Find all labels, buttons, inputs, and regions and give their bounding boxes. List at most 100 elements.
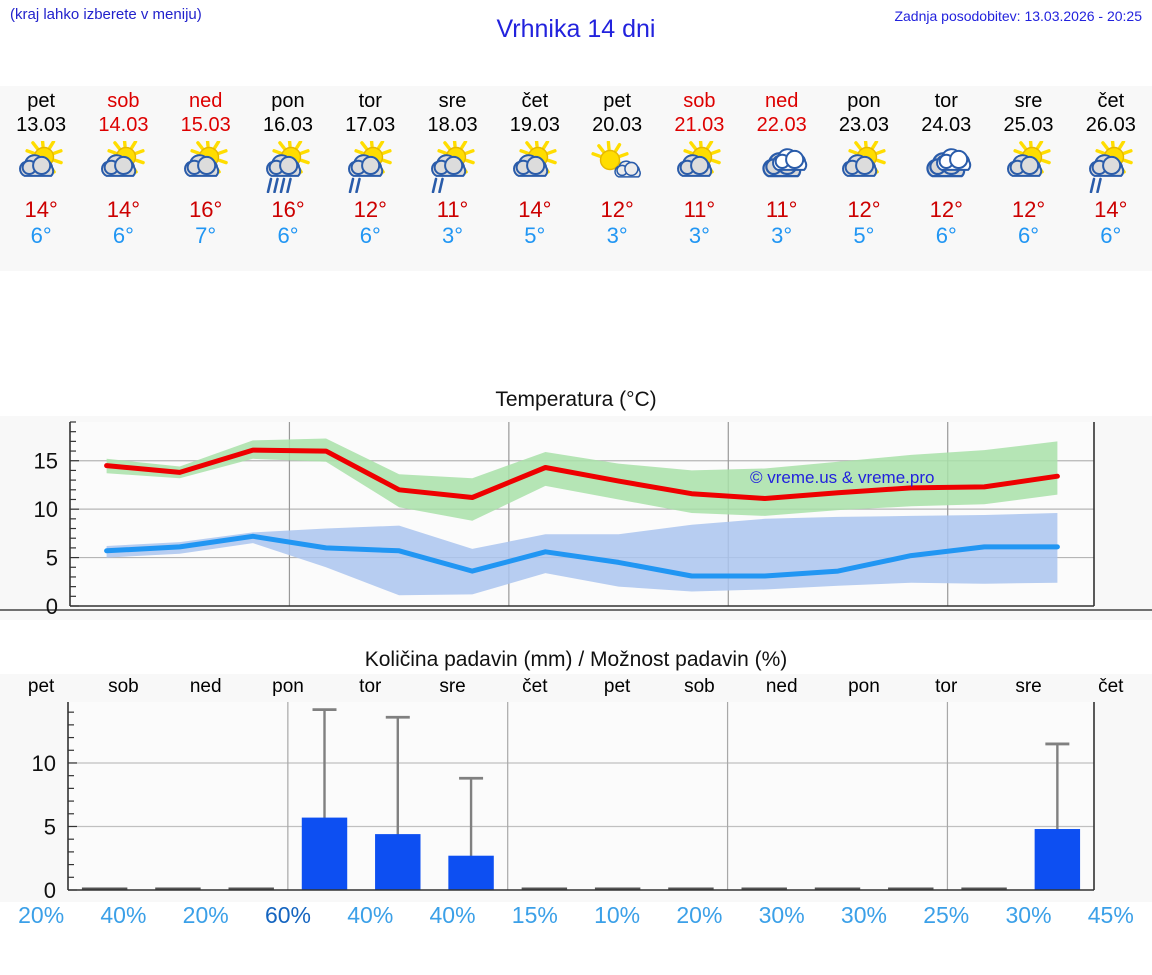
page-title: Vrhnika 14 dni: [496, 15, 656, 43]
day-date: 25.03: [1003, 114, 1054, 136]
svg-text:5: 5: [44, 814, 56, 839]
day-column[interactable]: sre 18.03 11° 3°: [411, 86, 493, 271]
day-name: sre: [1014, 90, 1043, 112]
daily-forecast-strip: pet 13.03 14° 6° sob 14.03 14° 6° ned 15.0…: [0, 86, 1152, 271]
partly-cloudy-icon: [658, 137, 740, 197]
precipitation-day-label: sob: [684, 676, 715, 697]
precipitation-chart-title: Količina padavin (mm) / Možnost padavin …: [364, 648, 788, 671]
day-column[interactable]: čet 26.03 14° 6°: [1070, 86, 1152, 271]
day-name: pon: [271, 90, 305, 112]
day-column[interactable]: sre 25.03 12° 6°: [987, 86, 1069, 271]
precipitation-probability-label: 20%: [676, 902, 723, 928]
day-min-temp: 6°: [277, 223, 299, 248]
precipitation-day-label: ned: [765, 676, 798, 697]
precipitation-probability-label: 30%: [758, 902, 805, 928]
day-min-temp: 5°: [853, 223, 875, 248]
day-date: 16.03: [262, 114, 314, 136]
page-header: (kraj lahko izberete v meniju) Vrhnika 1…: [0, 0, 1152, 60]
day-column[interactable]: pet 13.03 14° 6°: [0, 86, 82, 271]
day-date: 15.03: [180, 114, 231, 136]
temperature-chart-panel: 0 5 10 15: [0, 416, 1152, 620]
day-max-temp: 16°: [189, 197, 223, 222]
partly-cloudy-icon: [494, 137, 576, 197]
day-column[interactable]: pon 16.03 16° 6°: [247, 86, 329, 271]
day-max-temp: 14°: [518, 197, 552, 222]
day-column[interactable]: tor 24.03 12° 6°: [905, 86, 987, 271]
day-date: 26.03: [1085, 114, 1136, 136]
day-name: pon: [847, 90, 881, 112]
day-date: 21.03: [674, 114, 725, 136]
partly-cloudy-rain-icon: [1070, 137, 1152, 197]
partly-cloudy-icon: [165, 137, 247, 197]
day-max-temp: 11°: [765, 197, 798, 222]
day-name: ned: [764, 90, 799, 112]
day-column[interactable]: pet 20.03 12° 3°: [576, 86, 658, 271]
partly-cloudy-rain-icon: [247, 137, 329, 197]
day-max-temp: 14°: [1094, 197, 1128, 222]
day-date: 20.03: [592, 114, 643, 136]
precipitation-probability-label: 30%: [1005, 902, 1052, 928]
menu-hint-text: (kraj lahko izberete v meniju): [10, 6, 202, 23]
day-min-temp: 3°: [688, 223, 710, 248]
day-name: čet: [521, 90, 549, 112]
precipitation-probability-label: 15%: [511, 902, 558, 928]
day-column[interactable]: čet 19.03 14° 5°: [494, 86, 576, 271]
day-max-temp: 11°: [683, 197, 716, 222]
day-name: tor: [934, 90, 958, 112]
day-max-temp: 12°: [353, 197, 387, 222]
precipitation-chart-panel: pet sob ned pon tor sre čet pet sob ned pon tor sre č…: [0, 674, 1152, 902]
partly-cloudy-icon: [987, 137, 1069, 197]
day-column[interactable]: sob 21.03 11° 3°: [658, 86, 740, 271]
day-column[interactable]: pon 23.03 12° 5°: [823, 86, 905, 271]
day-min-temp: 6°: [30, 223, 52, 248]
partly-cloudy-icon: [0, 137, 82, 197]
last-update-text: Zadnja posodobitev: 13.03.2026 - 20:25: [894, 8, 1142, 24]
day-name: sob: [683, 90, 716, 112]
precipitation-day-labels: pet sob ned pon tor sre čet pet sob ned pon tor sre č…: [0, 676, 1152, 698]
precipitation-day-label: pet: [27, 676, 55, 697]
precipitation-probability-row: 20% 40% 20% 60% 40% 40% 15% 10% 20% 30% 30% 25% 30% 4…: [0, 902, 1152, 929]
day-max-temp: 11°: [436, 197, 469, 222]
precipitation-probability-label: 60%: [264, 902, 311, 928]
watermark-text: © vreme.us & vreme.pro: [750, 468, 935, 487]
day-column[interactable]: ned 22.03 11° 3°: [741, 86, 823, 271]
precipitation-day-label: pon: [848, 676, 880, 697]
mostly-sunny-icon: [576, 137, 658, 197]
precipitation-day-label: pet: [603, 676, 631, 697]
day-date: 19.03: [509, 114, 560, 136]
day-max-temp: 12°: [929, 197, 963, 222]
day-date: 18.03: [427, 114, 478, 136]
precipitation-day-label: pon: [272, 676, 304, 697]
day-date: 23.03: [838, 114, 889, 136]
precipitation-day-label: tor: [935, 676, 958, 697]
precipitation-probability-label: 40%: [429, 902, 476, 928]
day-min-temp: 6°: [359, 223, 381, 248]
day-max-temp: 12°: [1011, 197, 1046, 222]
cloudy-icon: [905, 137, 987, 197]
day-name: čet: [1097, 90, 1125, 112]
precipitation-probability-label: 20%: [182, 902, 229, 928]
precipitation-chart: 0 5 10: [32, 702, 1095, 902]
precipitation-probability-label: 20%: [18, 902, 65, 928]
svg-text:5: 5: [46, 546, 58, 571]
day-name: sob: [107, 90, 140, 112]
day-min-temp: 6°: [112, 223, 134, 248]
day-column[interactable]: ned 15.03 16° 7°: [165, 86, 247, 271]
svg-text:0: 0: [46, 594, 58, 619]
precipitation-day-label: sob: [108, 676, 139, 697]
precipitation-day-label: tor: [359, 676, 382, 697]
day-max-temp: 14°: [106, 197, 141, 222]
day-name: pet: [603, 90, 632, 112]
day-date: 24.03: [921, 114, 972, 136]
precipitation-probability-label: 40%: [347, 902, 394, 928]
day-column[interactable]: tor 17.03 12° 6°: [329, 86, 411, 271]
day-min-temp: 6°: [1017, 223, 1040, 248]
day-min-temp: 3°: [606, 223, 628, 248]
temperature-chart-title: Temperatura (°C): [495, 388, 657, 411]
partly-cloudy-rain-icon: [329, 137, 411, 197]
day-date: 14.03: [98, 114, 149, 136]
precipitation-probability-label: 25%: [923, 902, 970, 928]
precipitation-day-label: čet: [522, 676, 548, 697]
day-column[interactable]: sob 14.03 14° 6°: [82, 86, 164, 271]
